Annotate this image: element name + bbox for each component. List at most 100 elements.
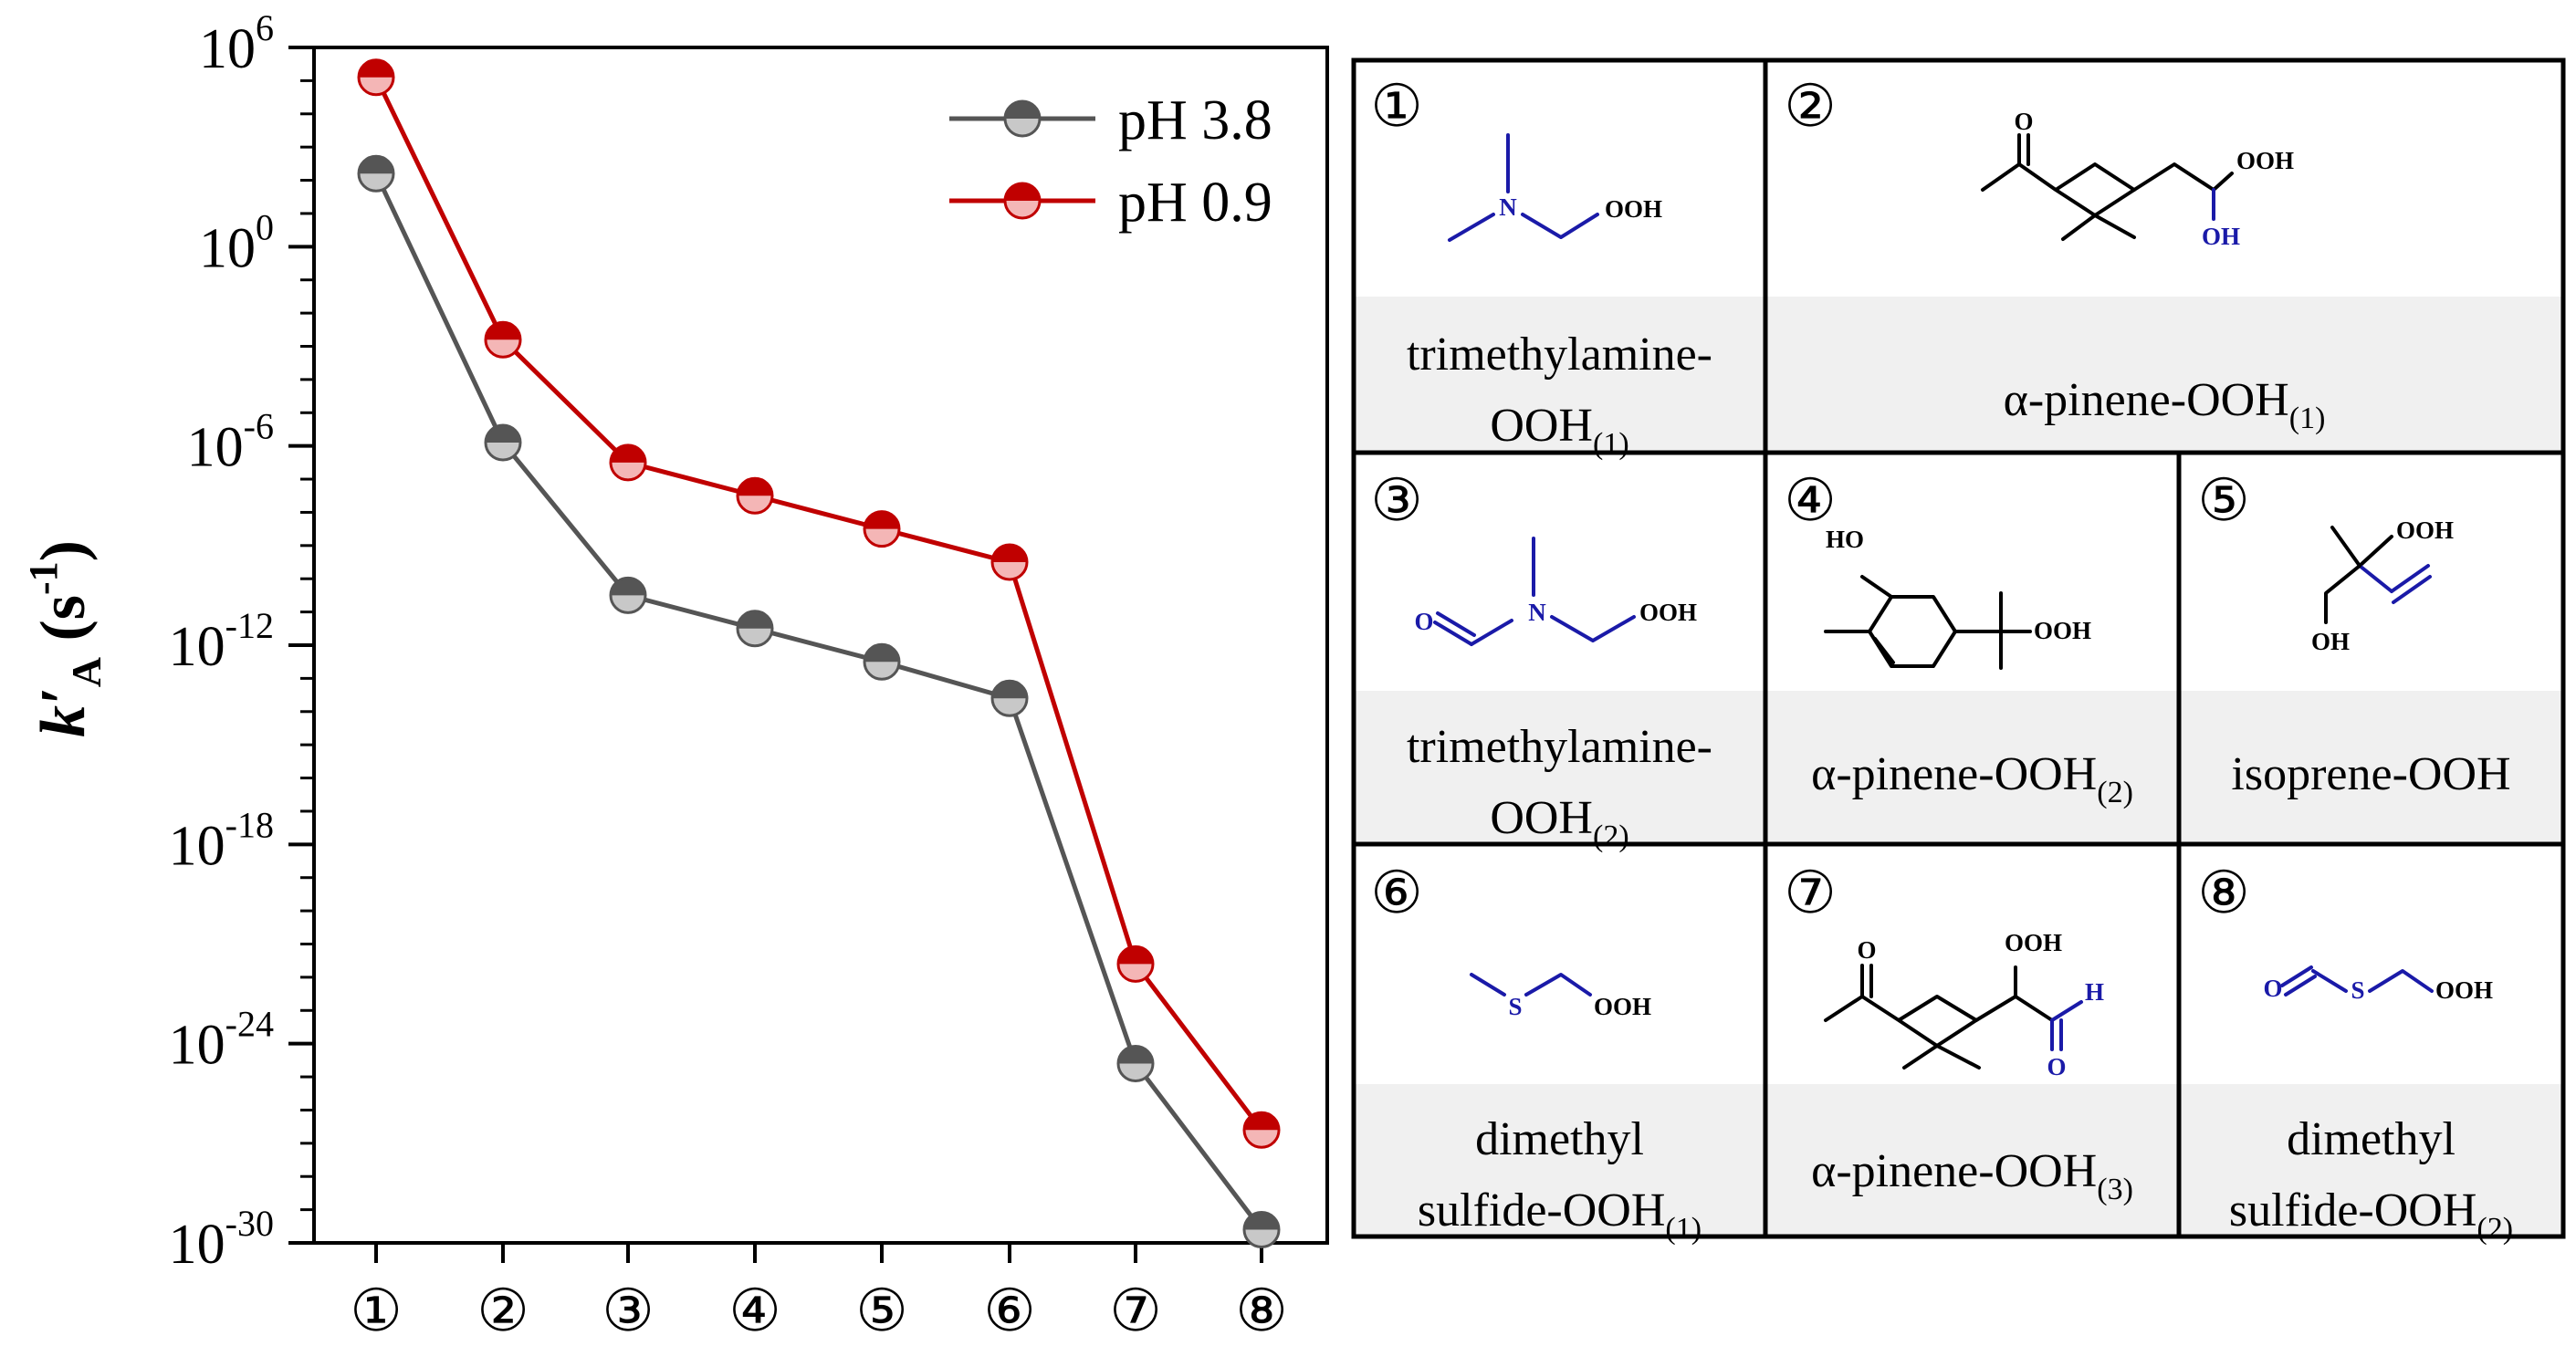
data-point	[357, 58, 395, 97]
structure-name: α-pinene-OOH(2)	[1811, 748, 2133, 809]
data-point	[863, 642, 901, 681]
bond	[2017, 162, 2136, 217]
structure-name: α-pinene-OOH(1)	[2004, 374, 2326, 435]
atom-label: H	[2085, 978, 2104, 1006]
atom-label: OOH	[1594, 993, 1651, 1020]
atom-label: OH	[2202, 223, 2240, 250]
atom-label: S	[1508, 993, 1522, 1020]
structure-number: ⑥	[1370, 861, 1422, 925]
structure-number: ⑧	[2197, 861, 2249, 925]
x-tick-label: ②	[476, 1278, 529, 1343]
x-axis-tick-labels: ① ② ③ ④ ⑤ ⑥ ⑦ ⑧	[350, 1278, 1287, 1343]
x-tick-label: ⑥	[983, 1278, 1035, 1343]
series-line	[373, 172, 1263, 1231]
legend: pH 3.8 pH 0.9	[949, 89, 1272, 234]
atom-label: O	[1857, 936, 1876, 964]
structure-name: α-pinene-OOH(3)	[1811, 1145, 2133, 1206]
structure-cell: ① trimethylamine- OOH(1)	[1370, 74, 1712, 461]
bond	[2284, 975, 2317, 997]
name-strip	[1354, 1084, 1765, 1237]
bond	[1902, 1044, 1939, 1070]
structure-cell: ④ α-pinene-OOH(2)	[1784, 468, 2133, 809]
atom-label: N	[1528, 599, 1546, 626]
atom-label: OOH	[2396, 517, 2454, 544]
bond	[2390, 564, 2430, 593]
atom-label: OOH	[1605, 195, 1662, 223]
structure-name: OOH(2)	[1490, 792, 1628, 853]
y-tick-label: 10-12	[169, 605, 274, 678]
series-line	[373, 76, 1263, 1132]
structure-number: ③	[1370, 468, 1422, 533]
structure-name: sulfide-OOH(1)	[1418, 1184, 1702, 1246]
legend-marker	[1003, 99, 1042, 138]
data-point	[736, 610, 774, 648]
y-tick-label: 10-18	[169, 804, 274, 877]
data-point	[609, 443, 647, 482]
structure-number: ⑤	[2197, 468, 2249, 533]
structure-number: ②	[1784, 74, 1836, 139]
bond	[2093, 214, 2136, 239]
series-group	[357, 58, 1281, 1248]
bond	[1860, 575, 1957, 668]
x-axis-ticks	[374, 1243, 1263, 1263]
bond	[1550, 615, 1636, 642]
bond	[2311, 969, 2348, 993]
atom-label: OOH	[2005, 929, 2062, 956]
structure-number: ⑦	[1784, 861, 1836, 925]
name-strip	[1765, 1084, 2179, 1237]
atom-label: O	[1414, 608, 1433, 635]
bond	[2132, 162, 2234, 192]
y-tick-label: 10-24	[169, 1004, 274, 1077]
atom-label: OOH	[2435, 976, 2493, 1004]
panel-frame	[1351, 57, 2566, 1239]
name-strip	[1354, 691, 1765, 844]
x-tick-label: ⑧	[1235, 1278, 1287, 1343]
bond	[2050, 1000, 2083, 1022]
bond	[1448, 213, 1495, 242]
y-axis-label: k′A (s-1)	[21, 540, 110, 737]
data-point	[484, 320, 522, 359]
data-point	[1242, 1111, 1281, 1149]
bond	[1470, 619, 1513, 646]
data-point	[990, 543, 1029, 581]
y-tick-label: 106	[199, 7, 274, 80]
y-tick-label: 10-6	[187, 406, 274, 479]
bond	[1521, 213, 1599, 239]
y-axis-tick-labels: 106 100 10-6 10-12 10-18 10-24 10-30	[169, 7, 274, 1276]
x-tick-label: ①	[350, 1278, 402, 1343]
structure-name: sulfide-OOH(2)	[2229, 1184, 2513, 1246]
atom-label: OH	[2311, 628, 2350, 655]
data-point	[1242, 1210, 1281, 1248]
atom-label: S	[2351, 976, 2364, 1004]
molecule-1: N OOH	[1448, 133, 1662, 242]
molecule-7: O OOH H O	[1824, 929, 2104, 1080]
name-strip	[2179, 1084, 2563, 1237]
structure-name: trimethylamine-	[1407, 329, 1712, 381]
x-tick-label: ④	[728, 1278, 780, 1343]
structure-cell: ⑤ isoprene-OOH	[2197, 468, 2510, 800]
bond	[1860, 995, 1978, 1048]
atom-label: OOH	[2034, 617, 2091, 644]
bond	[2280, 965, 2313, 987]
legend-label: pH 3.8	[1118, 89, 1272, 151]
structure-name: dimethyl	[1475, 1113, 1644, 1165]
bond	[1981, 162, 2021, 192]
bond	[2324, 564, 2361, 624]
atom-label: O	[2047, 1053, 2066, 1080]
structure-cell: ⑥ dimethyl sulfide-OOH(1)	[1370, 861, 1702, 1246]
bond	[1974, 965, 2017, 1022]
molecule-2: O OOH OH	[1981, 108, 2294, 250]
structure-name: OOH(1)	[1490, 400, 1628, 461]
bond	[1433, 621, 1473, 646]
name-strip	[1354, 297, 1765, 453]
data-point	[1116, 944, 1155, 983]
legend-label: pH 0.9	[1118, 172, 1272, 234]
bond	[2358, 564, 2393, 593]
structure-name: trimethylamine-	[1407, 721, 1712, 773]
bond	[2392, 575, 2432, 604]
structure-cell: ⑧ dimethyl sulfide-OOH(2)	[2197, 861, 2513, 1246]
x-tick-label: ⑦	[1109, 1278, 1161, 1343]
name-strip	[1765, 691, 2179, 844]
legend-marker	[1003, 182, 1042, 220]
